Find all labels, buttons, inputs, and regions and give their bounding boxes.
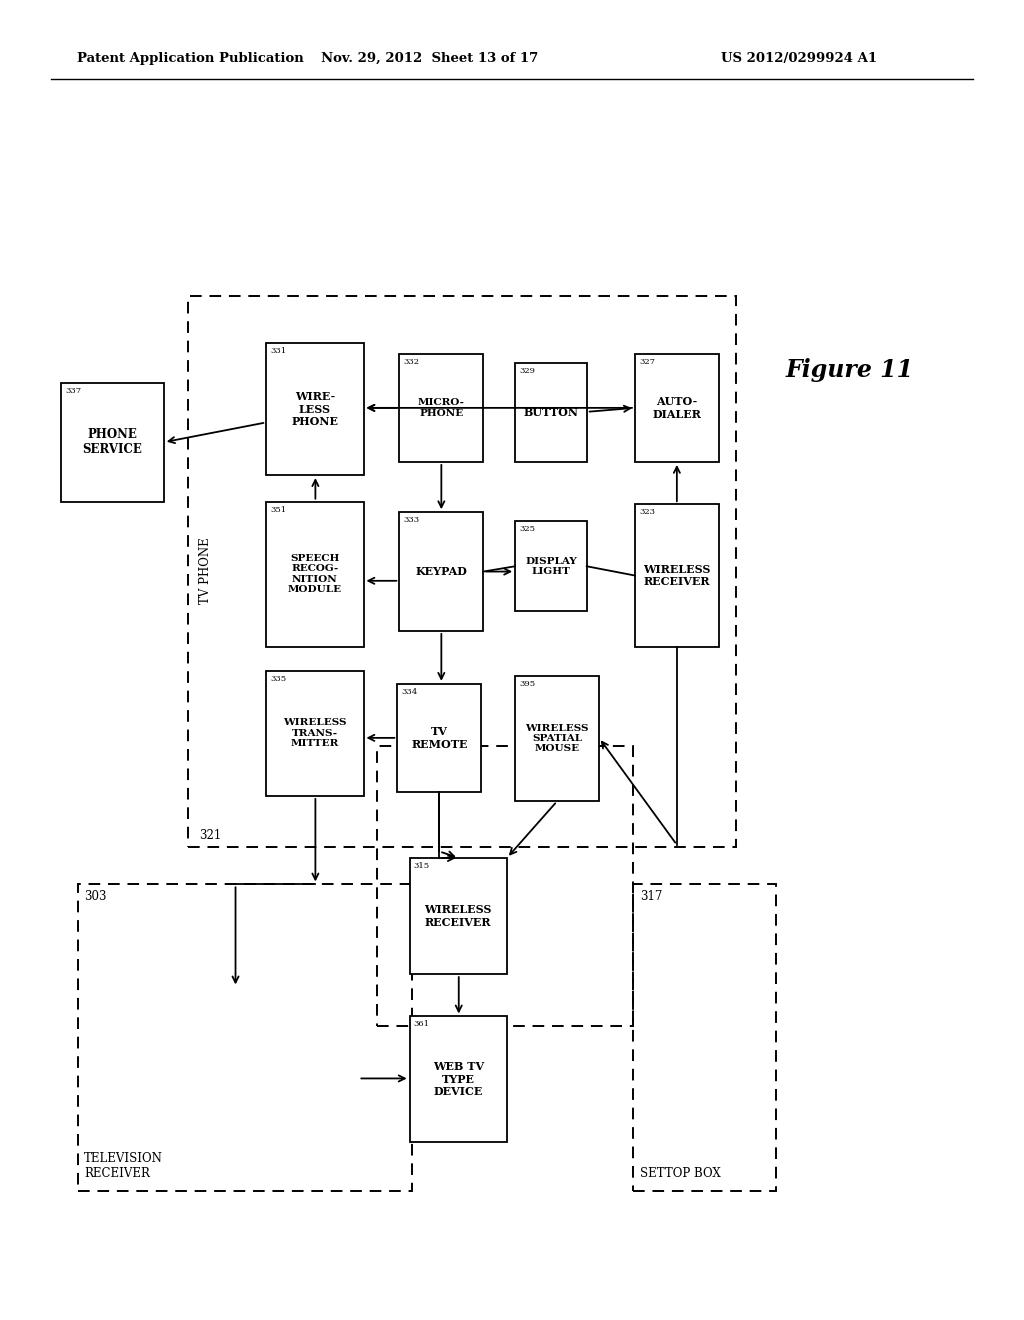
Bar [635,354,719,462]
Text: 317: 317 [640,890,663,903]
Text: Patent Application Publication: Patent Application Publication [77,51,303,65]
Text: BUTTON: BUTTON [523,407,579,418]
Text: SPEECH
RECOG-
NITION
MODULE: SPEECH RECOG- NITION MODULE [288,554,342,594]
Text: 361: 361 [414,1020,430,1028]
Bar [377,746,633,1026]
Text: 323: 323 [639,508,655,516]
Bar [399,512,483,631]
Bar [266,343,364,475]
Text: Nov. 29, 2012  Sheet 13 of 17: Nov. 29, 2012 Sheet 13 of 17 [322,51,539,65]
Text: DISPLAY
LIGHT: DISPLAY LIGHT [525,557,577,576]
Text: TELEVISION
RECEIVER: TELEVISION RECEIVER [84,1152,163,1180]
Text: WIRELESS
SPATIAL
MOUSE: WIRELESS SPATIAL MOUSE [525,723,589,754]
Text: SETTOP BOX: SETTOP BOX [640,1167,721,1180]
Text: MICRO-
PHONE: MICRO- PHONE [418,399,465,417]
Text: 315: 315 [414,862,430,870]
Text: 337: 337 [66,387,82,395]
Text: WIRE-
LESS
PHONE: WIRE- LESS PHONE [292,391,338,428]
Text: AUTO-
DIALER: AUTO- DIALER [652,396,701,420]
Text: 351: 351 [270,506,287,513]
Text: 321: 321 [199,829,221,842]
Text: US 2012/0299924 A1: US 2012/0299924 A1 [721,51,877,65]
Text: PHONE
SERVICE: PHONE SERVICE [83,428,142,457]
Text: WIRELESS
TRANS-
MITTER: WIRELESS TRANS- MITTER [283,718,347,748]
Bar [61,383,164,502]
Bar [515,363,587,462]
Bar [635,504,719,647]
Text: WIRELESS
RECEIVER: WIRELESS RECEIVER [425,904,492,928]
Text: TV PHONE: TV PHONE [199,537,212,603]
Text: 332: 332 [403,358,420,366]
Bar [515,521,587,611]
Bar [399,354,483,462]
Text: WIRELESS
RECEIVER: WIRELESS RECEIVER [643,564,711,587]
Bar [78,884,412,1191]
Text: 331: 331 [270,347,287,355]
Bar [515,676,599,801]
Text: 333: 333 [403,516,420,524]
Text: 303: 303 [84,890,106,903]
Text: 327: 327 [639,358,655,366]
Text: TV
REMOTE: TV REMOTE [411,726,468,750]
Bar [410,858,507,974]
Bar [188,296,736,847]
Bar [633,884,776,1191]
Text: 334: 334 [401,688,418,696]
Bar [410,1016,507,1142]
Bar [266,671,364,796]
Bar [266,502,364,647]
Text: 335: 335 [270,675,287,682]
Text: 325: 325 [519,525,536,533]
Text: 329: 329 [519,367,536,375]
Bar [397,684,481,792]
Text: 395: 395 [519,680,536,688]
Text: Figure 11: Figure 11 [785,358,914,381]
Text: WEB TV
TYPE
DEVICE: WEB TV TYPE DEVICE [433,1061,483,1097]
Text: KEYPAD: KEYPAD [416,566,467,577]
